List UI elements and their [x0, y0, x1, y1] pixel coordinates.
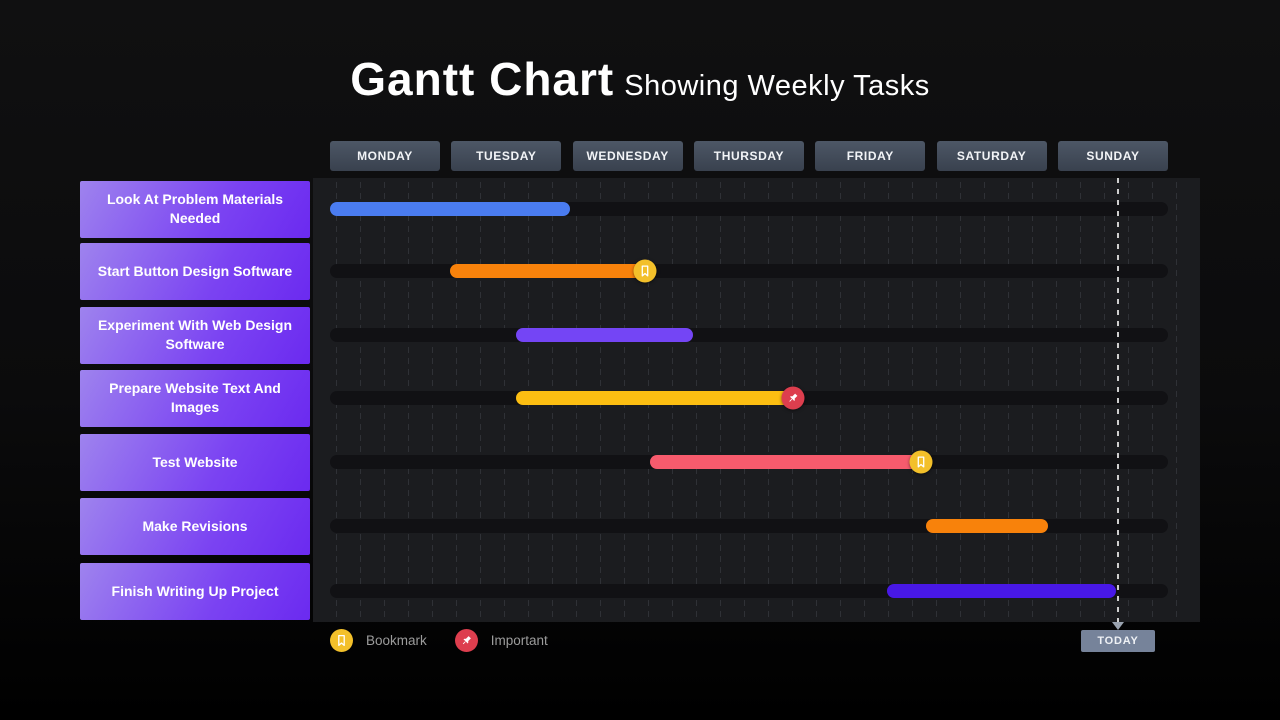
day-header: TUESDAY: [451, 141, 562, 171]
legend-label: Important: [490, 633, 548, 648]
task-label: Finish Writing Up Project: [80, 562, 310, 620]
task-bar: [887, 584, 1117, 598]
legend: Bookmark Important: [330, 629, 548, 652]
task-track: [330, 450, 1168, 474]
task-bar: [449, 264, 646, 278]
task-track: [330, 519, 1168, 533]
bookmark-marker-icon: [909, 450, 933, 474]
task-label: Prepare Website Text And Images: [80, 369, 310, 427]
day-header: WEDNESDAY: [572, 141, 683, 171]
pushpin-icon: [462, 636, 471, 645]
day-header: THURSDAY: [693, 141, 804, 171]
legend-item: Bookmark: [330, 629, 427, 652]
legend-label: Bookmark: [366, 633, 427, 648]
task-track: [330, 386, 1168, 410]
task-label: Make Revisions: [80, 497, 310, 555]
gantt-chart-panel: [313, 178, 1200, 622]
task-label: Start Button Design Software: [80, 242, 310, 300]
task-label: Test Website: [80, 433, 310, 491]
day-header: SATURDAY: [936, 141, 1047, 171]
today-arrow-icon: [1112, 622, 1124, 630]
day-header: FRIDAY: [815, 141, 926, 171]
task-track: [330, 328, 1168, 342]
today-line: [1117, 178, 1119, 622]
legend-item: Important: [454, 629, 548, 652]
important-marker-icon: [781, 386, 805, 410]
task-label: Experiment With Web Design Software: [80, 306, 310, 364]
bookmark-icon: [917, 456, 925, 468]
day-header: SUNDAY: [1057, 141, 1168, 171]
bookmark-icon: [641, 265, 649, 277]
task-track: [330, 259, 1168, 283]
today-badge: TODAY: [1081, 630, 1155, 652]
day-header: MONDAY: [330, 141, 440, 171]
bookmark-icon: [338, 634, 345, 647]
important-legend-icon: [454, 629, 478, 652]
task-bar: [925, 519, 1049, 533]
task-track: [330, 584, 1168, 598]
task-bar: [516, 391, 794, 405]
task-bar: [330, 202, 570, 216]
title-main: Gantt Chart: [350, 53, 615, 105]
bookmark-marker-icon: [633, 259, 657, 283]
title-subtitle: Showing Weekly Tasks: [624, 70, 930, 102]
day-header-row: MONDAY TUESDAY WEDNESDAY THURSDAY FRIDAY…: [330, 141, 1168, 171]
page-title: Gantt Chart Showing Weekly Tasks: [0, 52, 1280, 106]
task-track: [330, 202, 1168, 216]
pushpin-icon: [789, 393, 798, 402]
task-bar: [516, 328, 693, 342]
bookmark-legend-icon: [330, 629, 353, 652]
task-label: Look At Problem Materials Needed: [80, 180, 310, 238]
task-bar: [650, 455, 921, 469]
